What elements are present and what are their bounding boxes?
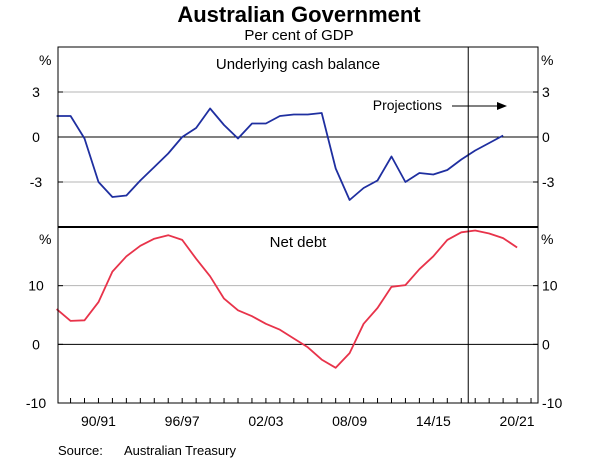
cash-unit-right: % — [541, 52, 553, 68]
x-tick-label: 20/21 — [500, 413, 535, 429]
debt-series-line — [56, 229, 518, 369]
cash-ytick-label-left: 3 — [32, 84, 40, 100]
cash-ytick-label-right: 3 — [542, 84, 550, 100]
debt-ytick-label-right: -10 — [542, 395, 562, 411]
cash-panel-title: Underlying cash balance — [216, 56, 380, 73]
debt-ytick-label-left: 10 — [28, 278, 44, 294]
debt-ytick-label-right: 0 — [542, 336, 550, 352]
debt-unit-right: % — [541, 231, 553, 247]
x-tick-label: 96/97 — [165, 413, 200, 429]
chart-title: Australian Government — [177, 2, 421, 27]
cash-series-line — [56, 107, 504, 201]
chart-subtitle: Per cent of GDP — [244, 27, 353, 44]
debt-ytick-label-left: -10 — [26, 395, 46, 411]
cash-ytick-label-left: -3 — [30, 174, 43, 190]
x-tick-label: 14/15 — [416, 413, 451, 429]
y-tick-labels: 3 3 0 0 -3 -3 10 10 0 0 -10 -10 — [26, 84, 563, 411]
line-layer — [56, 107, 518, 369]
source-label: Source: — [58, 443, 103, 458]
debt-ytick-label-right: 10 — [542, 278, 558, 294]
debt-panel-title: Net debt — [270, 234, 328, 251]
cash-ytick-label-right: -3 — [542, 174, 555, 190]
cash-unit-left: % — [39, 52, 51, 68]
cash-ytick-label-left: 0 — [32, 129, 40, 145]
debt-unit-left: % — [39, 231, 51, 247]
projections-annotation: Projections — [373, 97, 442, 113]
x-tick-label: 08/09 — [332, 413, 367, 429]
plot-frame — [57, 46, 539, 404]
x-tick-label: 90/91 — [81, 413, 116, 429]
x-tick-labels: 90/91 96/97 02/03 08/09 14/15 20/21 — [81, 413, 535, 429]
x-tick-label: 02/03 — [248, 413, 283, 429]
debt-ytick-label-left: 0 — [32, 336, 40, 352]
cash-ytick-label-right: 0 — [542, 129, 550, 145]
source-text: Australian Treasury — [124, 443, 236, 458]
projections-arrow-head — [497, 102, 507, 110]
